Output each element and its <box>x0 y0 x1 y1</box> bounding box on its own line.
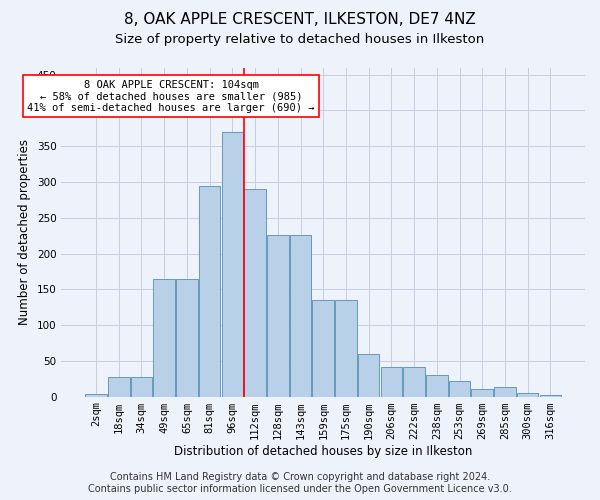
Text: Contains HM Land Registry data © Crown copyright and database right 2024.
Contai: Contains HM Land Registry data © Crown c… <box>88 472 512 494</box>
Text: 8 OAK APPLE CRESCENT: 104sqm
← 58% of detached houses are smaller (985)
41% of s: 8 OAK APPLE CRESCENT: 104sqm ← 58% of de… <box>27 80 315 113</box>
Bar <box>517 393 538 396</box>
Bar <box>176 278 197 396</box>
Bar <box>244 189 266 396</box>
Bar <box>221 132 243 396</box>
Y-axis label: Number of detached properties: Number of detached properties <box>18 139 31 325</box>
Bar <box>154 278 175 396</box>
Bar <box>403 368 425 396</box>
Bar <box>199 186 220 396</box>
X-axis label: Distribution of detached houses by size in Ilkeston: Distribution of detached houses by size … <box>174 444 472 458</box>
Bar <box>335 300 357 396</box>
Text: 8, OAK APPLE CRESCENT, ILKESTON, DE7 4NZ: 8, OAK APPLE CRESCENT, ILKESTON, DE7 4NZ <box>124 12 476 28</box>
Bar <box>85 394 107 396</box>
Text: Size of property relative to detached houses in Ilkeston: Size of property relative to detached ho… <box>115 32 485 46</box>
Bar <box>449 381 470 396</box>
Bar <box>313 300 334 396</box>
Bar <box>131 376 152 396</box>
Bar <box>494 388 516 396</box>
Bar <box>358 354 379 397</box>
Bar <box>426 375 448 396</box>
Bar <box>267 235 289 396</box>
Bar <box>472 388 493 396</box>
Bar <box>290 235 311 396</box>
Bar <box>108 376 130 396</box>
Bar <box>380 368 402 396</box>
Bar <box>539 395 561 396</box>
